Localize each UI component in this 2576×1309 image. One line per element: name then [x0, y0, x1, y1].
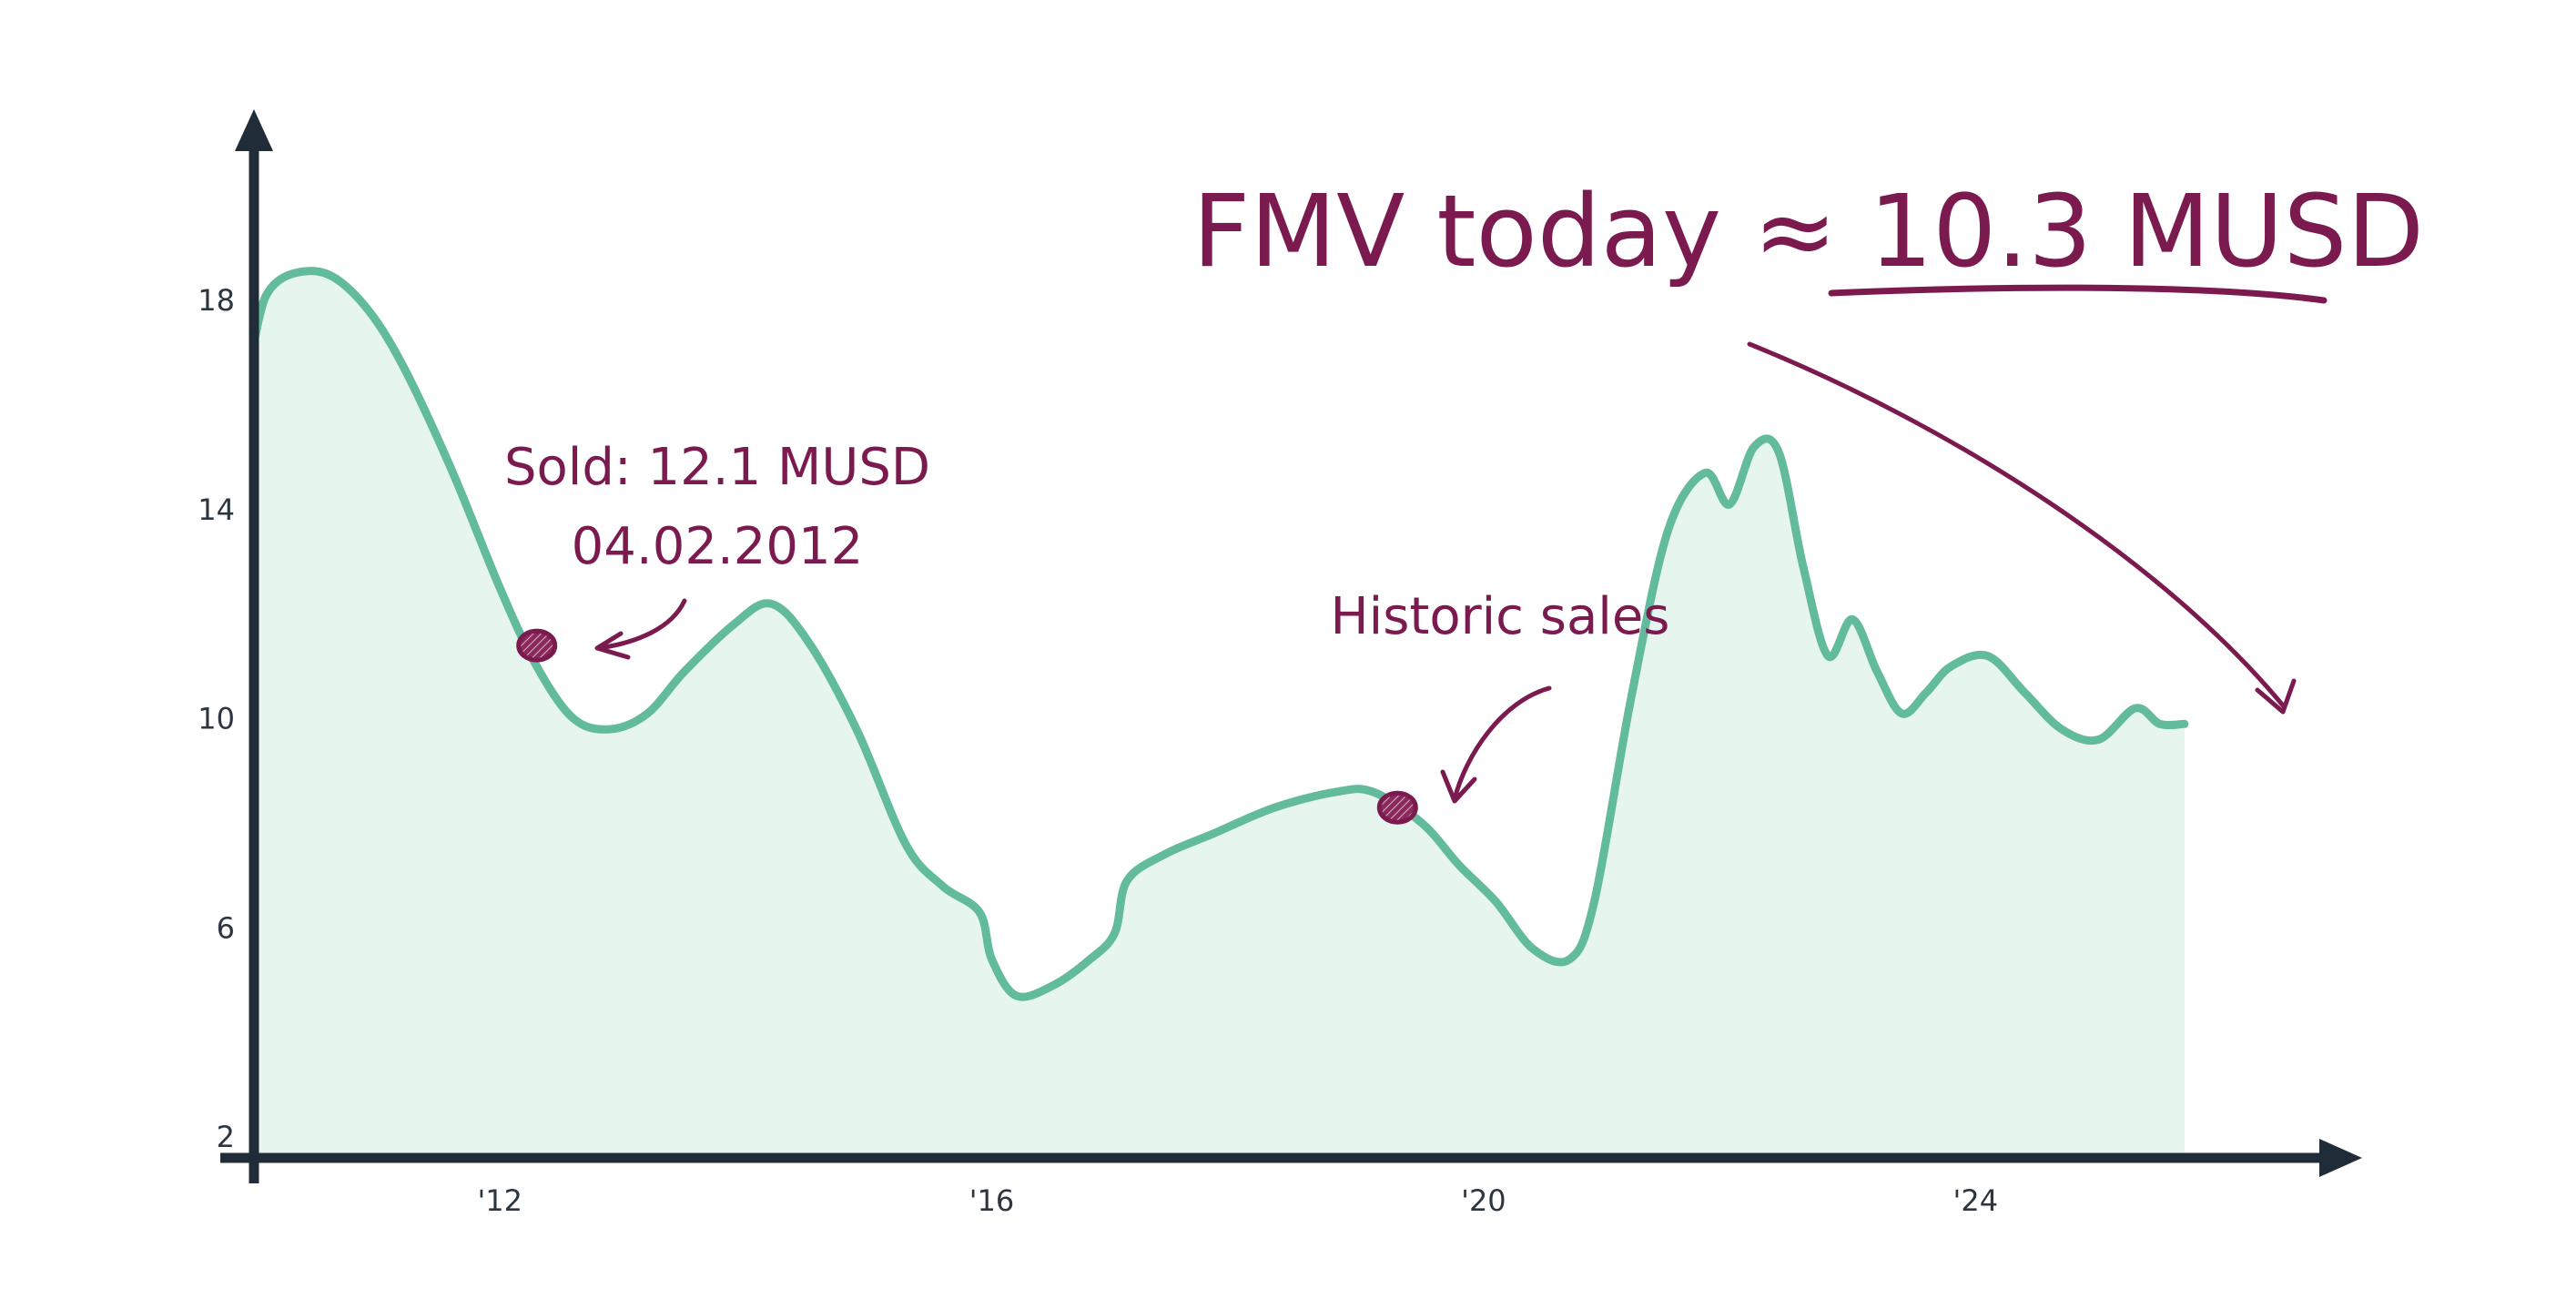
fmv-line [249, 267, 2189, 1001]
area-fill [254, 270, 2185, 1152]
historic-arrow-head-icon [1440, 769, 1477, 804]
sale-markers [516, 628, 1418, 825]
sold-arrow-head-icon [594, 631, 631, 660]
headline-arrow [1747, 341, 2286, 708]
x-tick-label: '20 [1461, 1183, 1506, 1218]
x-axis-arrow-icon [2319, 1139, 2362, 1177]
sold-date: 04.02.2012 [572, 517, 864, 576]
historic-arrow [1452, 685, 1552, 802]
x-tick-label: '12 [477, 1183, 522, 1218]
y-tick-labels: 2 6 10 14 18 [198, 283, 235, 1154]
fmv-headline: FMV today ≈ 10.3 MUSD [1192, 173, 2424, 289]
fmv-headline-value: 10.3 MUSD [1869, 173, 2424, 289]
y-axis-arrow-icon [235, 109, 273, 151]
x-tick-label: '24 [1953, 1183, 1999, 1218]
y-tick-label: 14 [198, 492, 235, 527]
y-tick-label: 10 [198, 702, 235, 736]
x-axis [220, 1139, 2362, 1177]
x-tick-labels: '12 '16 '20 '24 [477, 1183, 1998, 1218]
y-tick-label: 2 [217, 1120, 235, 1154]
headline-arrow-head-icon [2255, 678, 2297, 715]
y-tick-label: 6 [217, 910, 235, 945]
sale-marker [1376, 790, 1418, 825]
y-tick-label: 18 [198, 283, 235, 318]
headline-underline [1828, 284, 2328, 304]
sold-arrow [596, 598, 687, 651]
y-axis [235, 109, 273, 1183]
sold-label: Sold: 12.1 MUSD [504, 438, 930, 497]
sale-marker [516, 628, 558, 663]
x-tick-label: '16 [969, 1183, 1015, 1218]
fmv-headline-prefix: FMV today ≈ [1192, 173, 1869, 289]
historic-sales-label: Historic sales [1331, 587, 1670, 646]
